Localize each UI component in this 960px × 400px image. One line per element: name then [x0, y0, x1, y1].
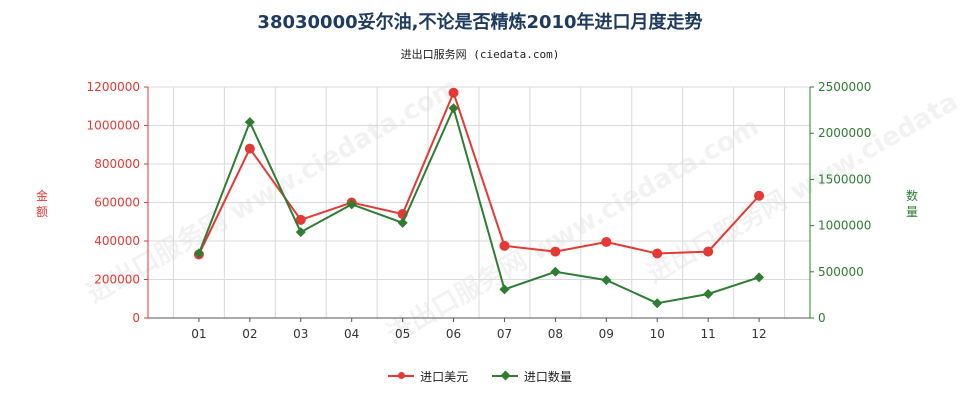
legend-item-amount: 进口美元	[388, 368, 468, 385]
legend: 进口美元 进口数量	[0, 366, 960, 385]
data-point-amount	[244, 143, 255, 154]
data-point-quantity	[346, 199, 357, 210]
x-tick-label: 11	[701, 327, 716, 341]
y-left-tick-label: 400000	[94, 234, 140, 248]
data-point-amount	[703, 246, 714, 257]
data-point-amount	[754, 190, 765, 201]
y-right-tick-label: 2500000	[818, 80, 871, 94]
y-right-tick-label: 2000000	[818, 126, 871, 140]
y-left-tick-label: 1200000	[87, 80, 140, 94]
data-point-quantity	[193, 248, 204, 259]
y-right-tick-label: 1000000	[818, 219, 871, 233]
y-right-tick-label: 1500000	[818, 172, 871, 186]
data-point-quantity	[652, 298, 663, 309]
y-left-tick-label: 1000000	[87, 119, 140, 133]
data-point-quantity	[550, 266, 561, 277]
x-tick-label: 07	[497, 327, 512, 341]
y-right-tick-label: 500000	[818, 265, 864, 279]
series-line-amount	[198, 89, 760, 255]
x-tick-label: 10	[650, 327, 665, 341]
data-point-amount	[295, 214, 306, 225]
data-point-amount	[499, 240, 510, 251]
data-point-quantity	[754, 272, 765, 283]
x-tick-label: 02	[242, 327, 257, 341]
y-left-tick-label: 800000	[94, 157, 140, 171]
legend-label-quantity: 进口数量	[523, 369, 572, 384]
y-right-tick-label: 0	[818, 311, 826, 325]
legend-swatch-amount	[388, 372, 415, 379]
data-point-quantity	[244, 117, 255, 128]
data-point-amount	[448, 87, 459, 98]
x-tick-label: 08	[548, 327, 563, 341]
y-left-tick-label: 200000	[94, 273, 140, 287]
x-tick-label: 05	[395, 327, 410, 341]
data-point-amount	[601, 236, 612, 247]
x-tick-label: 06	[446, 327, 461, 341]
data-point-quantity	[295, 227, 306, 238]
y-left-tick-label: 600000	[94, 196, 140, 210]
data-point-quantity	[703, 288, 714, 299]
chart-title: 38030000妥尔油,不论是否精炼2010年进口月度走势	[257, 12, 703, 33]
data-point-amount	[652, 248, 663, 259]
series-line-quantity	[197, 105, 760, 305]
legend-label-amount: 进口美元	[420, 369, 469, 384]
chart-subtitle: 进出口服务网 (ciedata.com)	[400, 48, 560, 61]
x-tick-label: 09	[599, 327, 614, 341]
data-point-quantity	[448, 103, 459, 114]
y-axis-left-label: 金额	[36, 189, 49, 219]
legend-swatch-quantity	[491, 370, 518, 381]
x-tick-label: 01	[191, 327, 206, 341]
data-point-quantity	[499, 284, 510, 295]
data-point-quantity	[601, 275, 612, 286]
x-tick-label: 04	[344, 327, 359, 341]
data-point-quantity	[397, 217, 408, 228]
x-tick-label: 12	[751, 327, 766, 341]
legend-item-quantity: 进口数量	[491, 368, 572, 385]
y-axis-right-label: 数量	[906, 189, 919, 219]
y-left-tick-label: 0	[132, 311, 140, 325]
x-tick-label: 03	[293, 327, 308, 341]
data-point-amount	[550, 246, 561, 257]
